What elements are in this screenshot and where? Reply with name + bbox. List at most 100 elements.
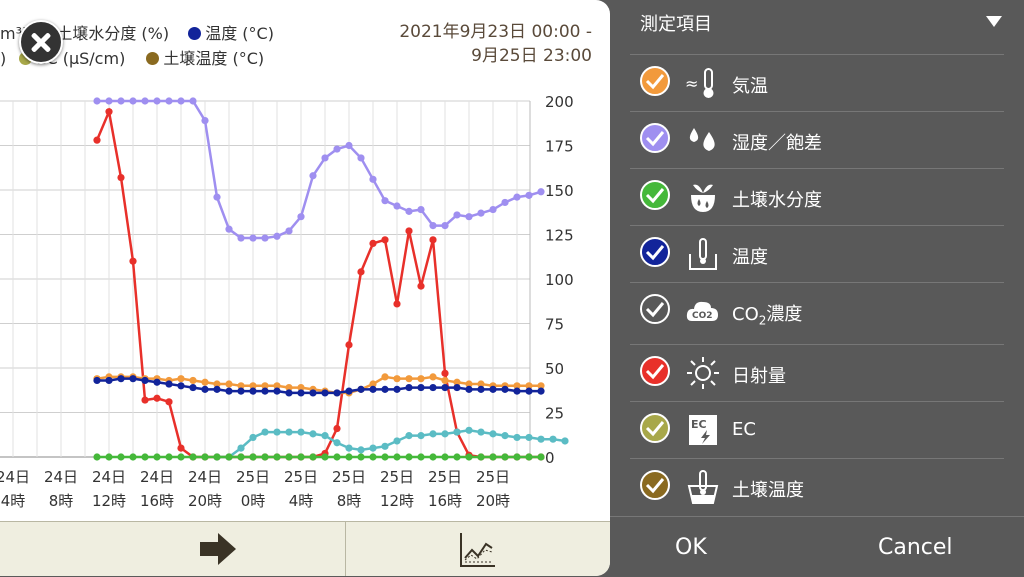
- dropdown-caret-icon[interactable]: [986, 16, 1002, 27]
- temperature-data-point: [153, 378, 161, 386]
- co2-data-point: [405, 432, 413, 440]
- x-tick-label-hour: 4時: [289, 492, 314, 510]
- humidity-data-point: [441, 222, 449, 230]
- air_temp-data-point: [237, 382, 245, 390]
- measurement-item-label: CO2濃度: [732, 300, 802, 328]
- measurement-item[interactable]: 温度: [630, 225, 1004, 282]
- checkmark-icon[interactable]: [640, 294, 670, 324]
- checkmark-icon[interactable]: [640, 356, 670, 386]
- soil_moisture-data-point: [489, 453, 497, 461]
- soil_moisture-data-point: [225, 453, 233, 461]
- temperature-data-point: [357, 385, 365, 393]
- checkmark-icon[interactable]: [640, 413, 670, 443]
- soil_moisture-data-point: [261, 453, 269, 461]
- humidity-data-point: [93, 97, 101, 105]
- humidity-data-point: [141, 97, 149, 105]
- co2-data-point: [501, 432, 509, 440]
- solar-data-point: [441, 369, 449, 377]
- solar-data-point: [177, 444, 185, 452]
- humidity-data-point: [465, 213, 473, 221]
- temperature-data-point: [117, 375, 125, 383]
- checkmark-icon[interactable]: [640, 237, 670, 267]
- legend-soil-moisture: 土壌水分度 (%): [56, 24, 170, 43]
- temperature-data-point: [309, 389, 317, 397]
- legend-cut-label-2: ): [0, 49, 7, 68]
- temperature-data-point: [261, 387, 269, 395]
- soil_moisture-data-point: [201, 453, 209, 461]
- solar-data-point: [153, 394, 161, 402]
- humidity-data-point: [477, 209, 485, 217]
- co2-data-point: [357, 446, 365, 454]
- measurement-item[interactable]: 土壌水分度: [630, 168, 1004, 225]
- checkmark-icon[interactable]: [640, 180, 670, 210]
- soil_moisture-data-point: [309, 453, 317, 461]
- measurement-item[interactable]: CO2 CO2濃度: [630, 282, 1004, 339]
- co2-data-point: [561, 437, 569, 445]
- air_temp-data-point: [537, 382, 545, 390]
- humidity-series-line: [97, 99, 542, 240]
- measurement-item-label: 温度: [732, 243, 768, 269]
- temperature-data-point: [201, 385, 209, 393]
- x-tick-label-hour: 4時: [1, 492, 26, 510]
- temperature-data-point: [381, 385, 389, 393]
- measurement-item[interactable]: ≈ 気温: [630, 54, 1004, 111]
- air_temp-data-point: [381, 373, 389, 381]
- solar-data-point: [345, 341, 353, 349]
- cancel-button[interactable]: Cancel: [878, 535, 953, 560]
- measurement-item-subscript: 2: [758, 313, 767, 328]
- humidity-data-point: [261, 234, 269, 242]
- measurement-item[interactable]: EC EC: [630, 401, 1004, 458]
- temperature-data-point: [297, 389, 305, 397]
- svg-text:CO2: CO2: [692, 311, 713, 321]
- air_temp-data-point: [405, 375, 413, 383]
- co2-data-point: [453, 428, 461, 436]
- soil_moisture-data-point: [537, 453, 545, 461]
- soil_moisture-data-point: [117, 453, 125, 461]
- temperature-data-point: [165, 380, 173, 388]
- x-tick-label-hour: 8時: [337, 492, 362, 510]
- temperature-data-point: [441, 383, 449, 392]
- soil_moisture-data-point: [429, 453, 437, 461]
- humidity-data-point: [381, 197, 389, 205]
- measurement-item[interactable]: 湿度／飽差: [630, 111, 1004, 168]
- measurement-item-text: EC: [732, 419, 756, 440]
- bottom-toolbar: [0, 521, 610, 576]
- measurement-item-text: 温度: [732, 247, 768, 268]
- graph-type-button[interactable]: [346, 522, 610, 576]
- checkmark-icon[interactable]: [640, 470, 670, 500]
- y-tick-label: 125: [545, 227, 574, 245]
- x-tick-label-hour: 12時: [380, 492, 414, 510]
- soil-moisture-icon: [685, 179, 721, 215]
- air_temp-data-point: [273, 382, 281, 390]
- air_temp-data-point: [513, 382, 521, 390]
- temperature-data-point: [225, 387, 233, 395]
- temperature-data-point: [465, 385, 473, 393]
- x-tick-label-day: 25日: [284, 468, 318, 486]
- next-period-button[interactable]: [0, 522, 346, 576]
- temperature-data-point: [333, 389, 341, 397]
- temperature-data-point: [93, 376, 101, 385]
- close-button[interactable]: [19, 20, 63, 64]
- soil_moisture-data-point: [153, 453, 161, 461]
- checkmark-icon[interactable]: [640, 123, 670, 153]
- co2-data-point: [321, 432, 329, 440]
- humidity-data-point: [273, 232, 281, 240]
- co2-data-point: [261, 428, 269, 436]
- temperature-data-point: [369, 385, 377, 393]
- humidity-data-point: [285, 227, 293, 235]
- y-tick-label: 100: [545, 271, 574, 289]
- y-tick-label: 50: [545, 360, 564, 378]
- temperature-data-point: [525, 387, 533, 395]
- checkmark-icon[interactable]: [640, 66, 670, 96]
- svg-text:EC: EC: [691, 418, 707, 431]
- x-tick-label-day: 25日: [428, 468, 462, 486]
- measurement-item[interactable]: 日射量: [630, 344, 1004, 401]
- soil_moisture-data-point: [501, 453, 509, 461]
- sun-icon: [685, 355, 721, 391]
- air_temp-data-point: [417, 375, 425, 383]
- temperature-data-point: [513, 387, 521, 395]
- svg-text:≈: ≈: [685, 74, 698, 93]
- x-tick-label-hour: 16時: [140, 492, 174, 510]
- ok-button[interactable]: OK: [675, 535, 707, 560]
- measurement-item[interactable]: 土壌温度: [630, 458, 1004, 515]
